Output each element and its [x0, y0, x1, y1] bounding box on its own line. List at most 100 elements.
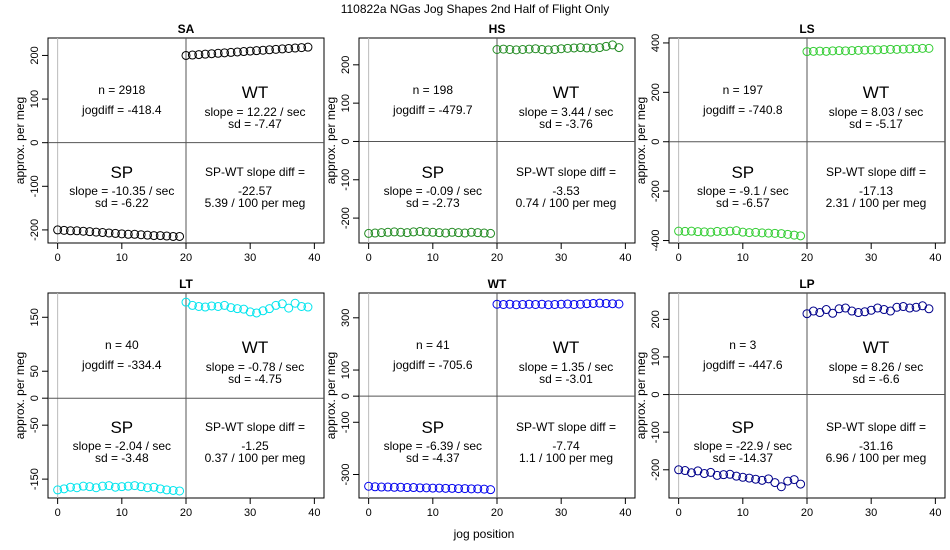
x-tick-label: 30 — [555, 507, 567, 519]
slope-diff-value: -1.25 — [241, 439, 269, 453]
sp-point — [486, 485, 496, 495]
x-tick-label: 30 — [865, 507, 877, 519]
slope-diff-value: -31.16 — [859, 439, 893, 453]
wt-point — [892, 44, 902, 54]
sp-point — [396, 227, 406, 237]
wt-point — [860, 307, 870, 317]
wt-point — [303, 302, 313, 312]
x-tick-label: 30 — [244, 507, 256, 519]
sp-point — [731, 226, 741, 236]
wt-point — [290, 43, 300, 53]
sp-point — [53, 485, 63, 495]
jogdiff: jogdiff = -447.6 — [702, 358, 783, 372]
wt-point — [601, 41, 611, 51]
y-tick-label: -150 — [29, 468, 41, 490]
x-tick-label: 0 — [55, 507, 61, 519]
wt-point — [828, 308, 838, 318]
wt-point — [518, 299, 528, 309]
wt-point — [524, 299, 534, 309]
wt-point — [828, 46, 838, 56]
wt-point — [537, 299, 547, 309]
wt-point — [892, 302, 902, 312]
sp-point — [473, 228, 483, 238]
x-tick-label: 10 — [737, 507, 749, 519]
per-meg-value: 0.74 / 100 per meg — [516, 196, 617, 210]
sp-point — [706, 227, 716, 237]
wt-point — [245, 307, 255, 317]
wt-point — [879, 305, 889, 315]
wt-slope: slope = -0.78 / sec — [206, 360, 304, 374]
sp-point — [757, 228, 767, 238]
sp-point — [428, 227, 438, 237]
panel-title: WT — [488, 277, 507, 291]
slope-diff-label: SP-WT slope diff = — [516, 165, 616, 179]
sp-point — [364, 481, 374, 491]
wt-point — [905, 44, 915, 54]
sp-point — [389, 227, 399, 237]
per-meg-value: 1.1 / 100 per meg — [519, 451, 613, 465]
wt-point — [187, 50, 197, 60]
sp-point — [796, 479, 806, 489]
wt-point — [608, 40, 618, 50]
sp-point — [149, 231, 159, 241]
sp-point — [409, 483, 419, 493]
y-tick-label: 200 — [650, 83, 662, 101]
sp-point — [479, 484, 489, 494]
y-tick-label: 200 — [340, 56, 352, 74]
wt-point — [550, 44, 560, 54]
y-tick-label: -50 — [29, 417, 41, 433]
sp-sd: sd = -6.57 — [716, 196, 770, 210]
sp-point — [719, 470, 729, 480]
x-tick-label: 40 — [929, 507, 941, 519]
sp-point — [123, 481, 133, 491]
sp-point — [370, 228, 380, 238]
wt-point — [556, 299, 566, 309]
x-tick-label: 0 — [676, 252, 682, 264]
wt-point — [239, 47, 249, 57]
sp-point — [783, 229, 793, 239]
wt-point — [595, 298, 605, 308]
y-tick-label: -100 — [340, 411, 352, 433]
y-tick-label: -100 — [29, 175, 41, 197]
sp-point — [434, 228, 444, 238]
wt-point — [524, 44, 534, 54]
y-tick-label: -100 — [340, 169, 352, 191]
wt-label: WT — [242, 338, 268, 357]
y-tick-label: -100 — [650, 421, 662, 443]
wt-point — [550, 299, 560, 309]
sp-point — [725, 469, 735, 479]
x-tick-label: 0 — [55, 252, 61, 264]
sp-point — [98, 228, 108, 238]
sp-point — [130, 481, 140, 491]
x-tick-label: 10 — [427, 252, 439, 264]
panel-title: LT — [179, 277, 193, 291]
wt-slope: slope = 1.35 / sec — [519, 360, 613, 374]
sp-point — [719, 227, 729, 237]
wt-point — [297, 301, 307, 311]
wt-point — [213, 301, 223, 311]
wt-point — [575, 43, 585, 53]
n-count: n = 198 — [413, 83, 454, 97]
sp-point — [441, 228, 451, 238]
sp-point — [149, 482, 159, 492]
sp-point — [751, 227, 761, 237]
jogdiff: jogdiff = -334.4 — [81, 358, 162, 372]
panel-sa: SA 0 10 20 30 40 -200 -100 0 100 200 approx. per me… — [13, 22, 325, 264]
sp-point — [98, 481, 108, 491]
panel-title: SA — [178, 22, 195, 36]
per-meg-value: 5.39 / 100 per meg — [205, 196, 306, 210]
wt-label: WT — [553, 338, 579, 357]
wt-point — [853, 308, 863, 318]
wt-point — [847, 46, 857, 56]
y-tick-label: -400 — [650, 230, 662, 252]
x-tick-label: 10 — [116, 252, 128, 264]
sp-point — [104, 228, 114, 238]
x-tick-label: 40 — [619, 252, 631, 264]
per-meg-value: 0.37 / 100 per meg — [205, 451, 306, 465]
slope-diff-label: SP-WT slope diff = — [826, 420, 926, 434]
wt-point — [232, 47, 242, 57]
wt-point — [213, 48, 223, 58]
wt-point — [277, 44, 287, 54]
wt-point — [284, 43, 294, 53]
